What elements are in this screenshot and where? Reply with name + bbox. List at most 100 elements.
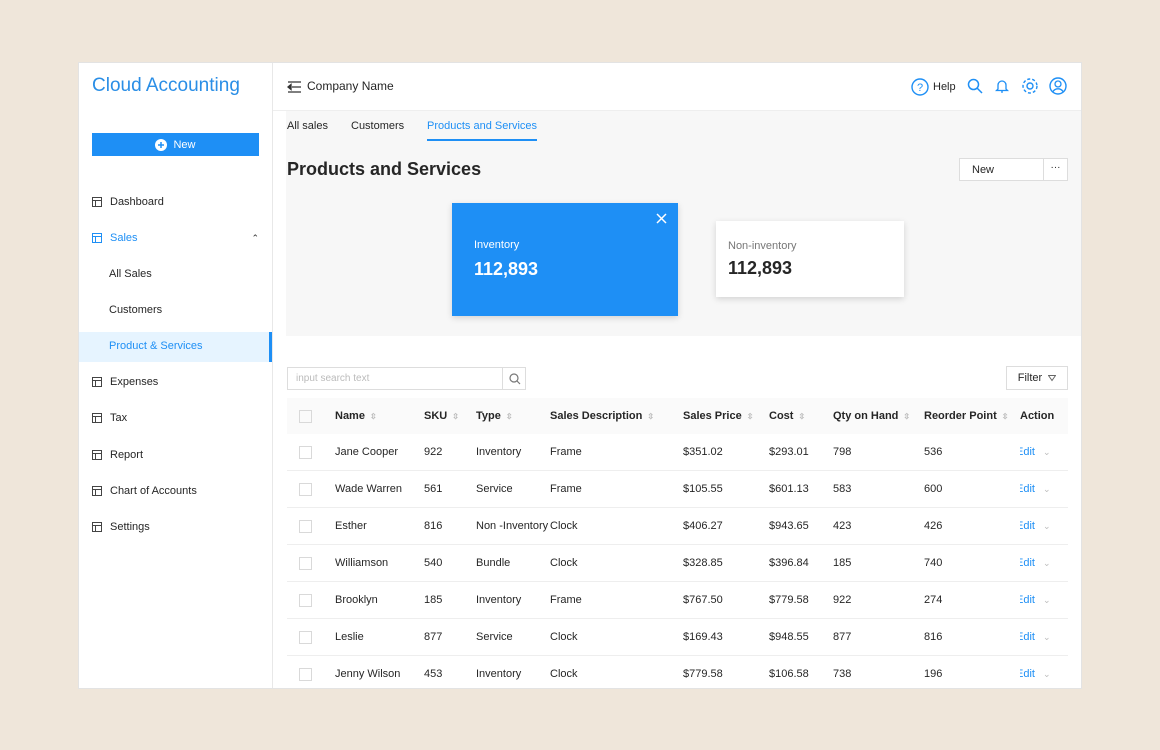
checkbox[interactable] <box>299 519 312 533</box>
edit-link[interactable]: Edit <box>1020 594 1035 606</box>
cell: Brooklyn <box>335 581 424 619</box>
edit-link[interactable]: Edit <box>1020 557 1035 569</box>
cell: 196 <box>924 655 1020 688</box>
close-icon[interactable] <box>656 213 667 224</box>
more-button[interactable]: ··· <box>1043 158 1068 181</box>
menu-item[interactable]: Expenses <box>92 372 158 392</box>
top-bar: Company Name ? Help <box>273 63 1081 111</box>
row-select[interactable] <box>287 544 335 582</box>
dropdown-chevron[interactable]: ⌄ <box>1042 447 1051 457</box>
tab[interactable]: Customers <box>351 120 405 132</box>
bell-icon[interactable] <box>995 78 1009 94</box>
column-header: Action <box>1020 398 1068 434</box>
action-cell: Edit ⌄ <box>1020 655 1068 688</box>
menu-item[interactable]: Sales ⌃ <box>92 228 259 248</box>
dropdown-chevron[interactable]: ⌄ <box>1042 484 1051 494</box>
checkbox[interactable] <box>299 630 312 644</box>
cell: Jane Cooper <box>335 434 424 471</box>
cell: 738 <box>833 655 924 688</box>
cell: $169.43 <box>683 618 769 656</box>
search-button[interactable] <box>502 368 526 389</box>
user-icon[interactable] <box>1049 77 1067 95</box>
menu-label: Sales <box>110 232 138 244</box>
checkbox[interactable] <box>299 593 312 607</box>
edit-link[interactable]: Edit <box>1020 631 1035 643</box>
dropdown-chevron[interactable]: ⌄ <box>1042 595 1051 605</box>
column-header[interactable]: Cost ⇳ <box>769 398 833 434</box>
column-label: Qty on Hand <box>833 410 899 422</box>
cell: 600 <box>924 470 1020 508</box>
checkbox[interactable] <box>299 667 312 681</box>
cell: $105.55 <box>683 470 769 508</box>
edit-link[interactable]: Edit <box>1020 520 1035 532</box>
cell: $601.13 <box>769 470 833 508</box>
cell: Wade Warren <box>335 470 424 508</box>
menu-item[interactable]: Report <box>92 445 143 465</box>
column-header[interactable]: Sales Price ⇳ <box>683 398 769 434</box>
checkbox[interactable] <box>299 556 312 570</box>
edit-link[interactable]: Edit <box>1020 668 1035 680</box>
row-select[interactable] <box>287 618 335 656</box>
row-select[interactable] <box>287 434 335 471</box>
checkbox[interactable] <box>299 445 312 459</box>
inventory-card[interactable]: Inventory 112,893 <box>452 203 678 316</box>
cell: 740 <box>924 544 1020 582</box>
cell: 426 <box>924 507 1020 545</box>
select-all[interactable] <box>287 398 335 434</box>
cell: $396.84 <box>769 544 833 582</box>
menu-item[interactable]: Tax <box>92 408 127 428</box>
help-icon[interactable]: ? <box>911 78 929 96</box>
menu-item[interactable]: Settings <box>92 517 150 537</box>
edit-link[interactable]: Edit <box>1020 483 1035 495</box>
checkbox[interactable] <box>299 482 312 496</box>
sort-icon: ⇳ <box>1001 412 1009 421</box>
cell: Inventory <box>476 655 550 688</box>
row-select[interactable] <box>287 581 335 619</box>
row-select[interactable] <box>287 507 335 545</box>
dropdown-chevron[interactable]: ⌄ <box>1042 669 1051 679</box>
column-header[interactable]: Qty on Hand ⇳ <box>833 398 924 434</box>
dropdown-chevron[interactable]: ⌄ <box>1042 558 1051 568</box>
row-select[interactable] <box>287 655 335 688</box>
column-header[interactable]: Name ⇳ <box>335 398 424 434</box>
menu-item[interactable]: Dashboard <box>92 192 164 212</box>
help-label[interactable]: Help <box>933 81 956 93</box>
column-header[interactable]: SKU ⇳ <box>424 398 476 434</box>
filter-icon <box>1048 374 1057 381</box>
main: Company Name ? Help All sales Customers Pr… <box>273 63 1081 688</box>
menu-label: Tax <box>110 412 128 424</box>
card-label: Inventory <box>474 239 520 251</box>
cell: 922 <box>833 581 924 619</box>
new-button[interactable]: New <box>92 133 259 156</box>
column-header[interactable]: Reorder Point ⇳ <box>924 398 1020 434</box>
search-box[interactable]: input search text <box>287 367 526 390</box>
brand: Cloud Accounting <box>92 75 240 96</box>
cell: 536 <box>924 434 1020 471</box>
submenu-item[interactable]: All Sales <box>109 268 152 280</box>
column-header[interactable]: Sales Description ⇳ <box>550 398 683 434</box>
cell: Jenny Wilson <box>335 655 424 688</box>
cell: 877 <box>833 618 924 656</box>
row-select[interactable] <box>287 470 335 508</box>
submenu-item[interactable]: Product & Services <box>109 340 203 352</box>
column-label: Name <box>335 410 365 422</box>
cell: Williamson <box>335 544 424 582</box>
submenu-item[interactable]: Customers <box>109 304 163 316</box>
cell: 583 <box>833 470 924 508</box>
tab[interactable]: Products and Services <box>427 120 538 141</box>
filter-button[interactable]: Filter <box>1006 366 1068 390</box>
tab[interactable]: All sales <box>287 120 328 132</box>
menu-item[interactable]: Chart of Accounts <box>92 481 197 501</box>
sort-icon: ⇳ <box>903 412 911 421</box>
settings-icon[interactable] <box>1021 77 1039 95</box>
edit-link[interactable]: Edit <box>1020 446 1035 458</box>
new-dropdown-button[interactable]: New <box>959 158 1044 181</box>
dropdown-chevron[interactable]: ⌄ <box>1042 521 1051 531</box>
column-header[interactable]: Type ⇳ <box>476 398 550 434</box>
dropdown-chevron[interactable]: ⌄ <box>1042 632 1051 642</box>
app-window: Cloud Accounting New Dashboard Sales ⌃ Expe… <box>78 62 1082 689</box>
search-icon[interactable] <box>967 78 983 94</box>
non-inventory-card[interactable]: Non-inventory 112,893 <box>716 221 904 297</box>
action-cell: Edit ⌄ <box>1020 618 1068 656</box>
menu-icon[interactable] <box>287 81 301 93</box>
